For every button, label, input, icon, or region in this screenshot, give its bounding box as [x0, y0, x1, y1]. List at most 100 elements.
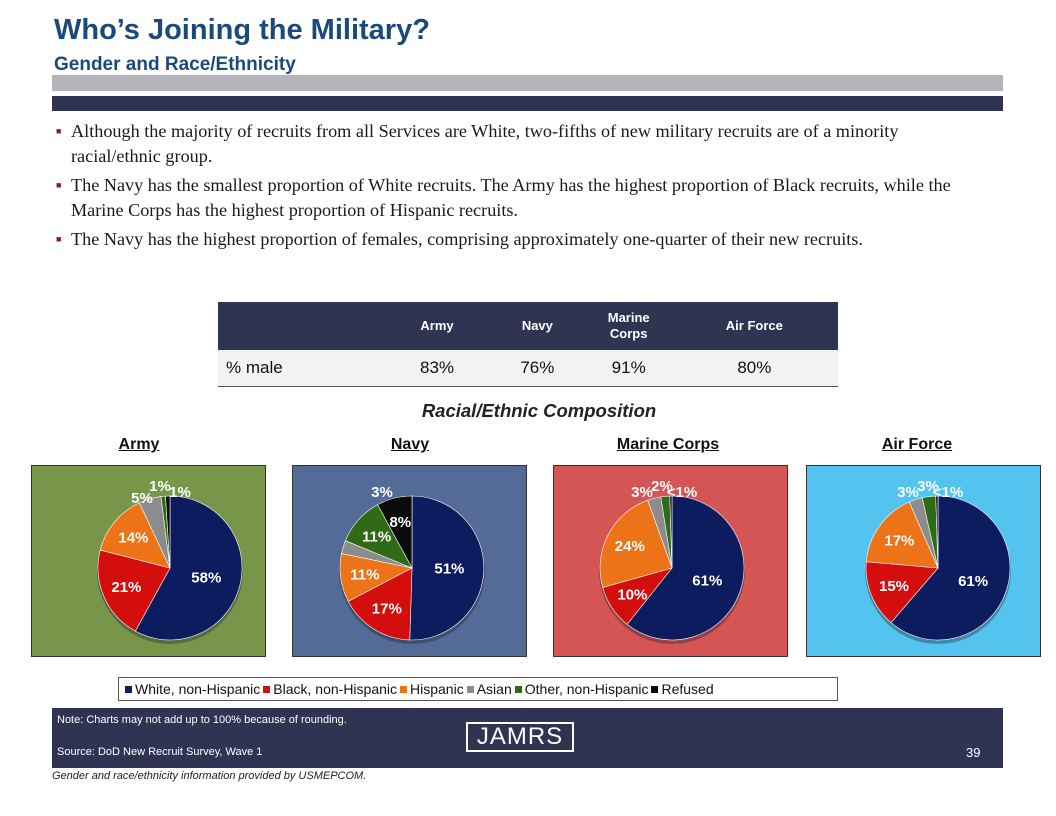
bullet-item: ■ The Navy has the smallest proportion of… [56, 173, 986, 223]
pie-data-label: 24% [615, 538, 645, 555]
percent-male-table: Army Navy Marine Corps Air Force % male … [218, 302, 838, 387]
pie-slice-black-non-hispanic [865, 561, 939, 624]
legend-swatch [125, 685, 132, 693]
column-header-army: Army [386, 302, 489, 350]
jamrs-logo: JAMRS [466, 722, 574, 752]
pie-data-label: 15% [879, 578, 909, 595]
bullet-text: The Navy has the smallest proportion of … [71, 175, 951, 220]
pie-slice-refused [669, 495, 673, 569]
pie-data-label: 2% [651, 478, 673, 495]
chart-title: Racial/Ethnic Composition [421, 400, 657, 421]
bullet-item: ■ The Navy has the highest proportion of … [56, 227, 986, 252]
legend-item: Black, non-Hispanic [263, 681, 397, 697]
footer-source: Source: DoD New Recruit Survey, Wave 1 [57, 746, 263, 758]
pie-data-label: 51% [434, 561, 464, 578]
header-band-grey [52, 75, 1003, 91]
pie-data-label: 11% [362, 528, 391, 545]
table-cell-army: 83% [386, 350, 489, 387]
chart-legend: White, non-Hispanic Black, non-Hispanic … [118, 677, 838, 701]
bullet-item: ■ Although the majority of recruits from … [56, 119, 986, 169]
bullet-marker-icon: ■ [56, 234, 62, 244]
pie-data-label: 8% [389, 514, 411, 531]
pie-data-label: 14% [118, 530, 148, 547]
pie-slice-hispanic [865, 501, 939, 569]
page-title: Who’s Joining the Military? [54, 14, 430, 46]
pie-title-marine-corps: Marine Corps [616, 436, 720, 453]
pie-data-label: 58% [191, 569, 221, 586]
legend-label: Hispanic [410, 681, 464, 697]
page-number: 39 [966, 745, 981, 760]
pie-data-label: <1% [667, 484, 697, 501]
legend-item: White, non-Hispanic [125, 681, 260, 697]
column-header-air-force: Air Force [670, 302, 838, 350]
table-corner-cell [218, 302, 386, 350]
legend-item: Other, non-Hispanic [514, 681, 649, 697]
pie-slice-white-non-hispanic [409, 495, 485, 641]
legend-label: White, non-Hispanic [135, 681, 261, 697]
bullet-text: Although the majority of recruits from a… [71, 121, 899, 166]
pie-slice-white-non-hispanic [890, 495, 1011, 641]
pie-data-label: 1% [149, 478, 171, 495]
pie-data-label: 17% [884, 532, 914, 549]
legend-swatch [514, 685, 522, 693]
table-cell-marine-corps: 91% [586, 350, 671, 387]
table-row: % male 83% 76% 91% 80% [218, 350, 838, 387]
pie-data-label: 3% [917, 478, 939, 495]
pie-title-air-force: Air Force [881, 436, 953, 453]
pie-svg: 51%17%11%3%11%8% [339, 484, 485, 644]
pie-data-label: 5% [131, 490, 153, 507]
legend-label: Asian [476, 681, 512, 697]
pie-data-label: 3% [371, 484, 393, 501]
table-cell-air-force: 80% [670, 350, 838, 387]
pie-data-label: 21% [111, 579, 141, 596]
table-header-row: Army Navy Marine Corps Air Force [218, 302, 838, 350]
legend-swatch [651, 685, 659, 693]
pie-svg: 61%15%17%3%3%<1% [865, 478, 1011, 644]
pie-data-label: <1% [933, 484, 963, 501]
header-band-navy [52, 96, 1003, 111]
pie-data-label: 10% [617, 586, 647, 603]
bullet-marker-icon: ■ [56, 126, 62, 136]
pie-slice-hispanic [99, 502, 171, 569]
pie-slice-white-non-hispanic [134, 495, 243, 641]
pie-data-label: 17% [372, 600, 402, 617]
pie-data-label: 11% [350, 567, 379, 584]
bullet-list: ■ Although the majority of recruits from … [56, 119, 986, 256]
column-header-navy: Navy [488, 302, 587, 350]
pie-data-label: 61% [958, 573, 988, 590]
footer-note: Note: Charts may not add up to 100% beca… [57, 714, 347, 726]
data-credit: Gender and race/ethnicity information pr… [52, 770, 367, 782]
legend-swatch [263, 685, 271, 693]
pie-chart-marine-corps: 61% 10% 24% 3% 2% <1% [553, 465, 788, 657]
footer-bar [52, 708, 1003, 768]
column-header-marine-corps: Marine Corps [586, 302, 671, 350]
pie-data-label: 61% [692, 572, 722, 589]
legend-swatch [400, 685, 408, 693]
legend-item: Hispanic [400, 681, 464, 697]
legend-item: Asian [466, 681, 512, 697]
row-label: % male [218, 350, 386, 387]
pie-data-label: 3% [897, 484, 919, 501]
pie-slice-black-non-hispanic [97, 549, 171, 632]
legend-label: Other, non-Hispanic [524, 681, 649, 697]
legend-label: Black, non-Hispanic [273, 681, 398, 697]
pie-title-army: Army [118, 436, 160, 453]
pie-slice-black-non-hispanic [347, 567, 413, 641]
pie-svg: 61% 10% 24% 3%2%<1% [599, 478, 745, 644]
pie-slice-white-non-hispanic [626, 495, 745, 641]
legend-item: Refused [651, 681, 714, 697]
pie-slice-hispanic [599, 499, 673, 588]
pie-slice-refused [935, 495, 939, 569]
pie-slice-refused [165, 495, 171, 569]
pie-slice-refused [377, 495, 413, 569]
pie-svg: 58%21%14%5%1%1% [97, 478, 243, 644]
pie-chart-navy: 51% 17% 11% 3% 11% 8% [292, 465, 527, 657]
pie-title-navy: Navy [390, 436, 430, 453]
pie-chart-army: 58% 21% 14% 5% 1% 1% [31, 465, 266, 657]
pie-data-label: 1% [169, 484, 191, 501]
legend-label: Refused [661, 681, 714, 697]
pie-chart-air-force: 61% 15% 17% 3% 3% <1% [806, 465, 1041, 657]
bullet-text: The Navy has the highest proportion of f… [71, 229, 863, 249]
legend-swatch [466, 685, 474, 693]
pie-data-label: 3% [631, 484, 653, 501]
